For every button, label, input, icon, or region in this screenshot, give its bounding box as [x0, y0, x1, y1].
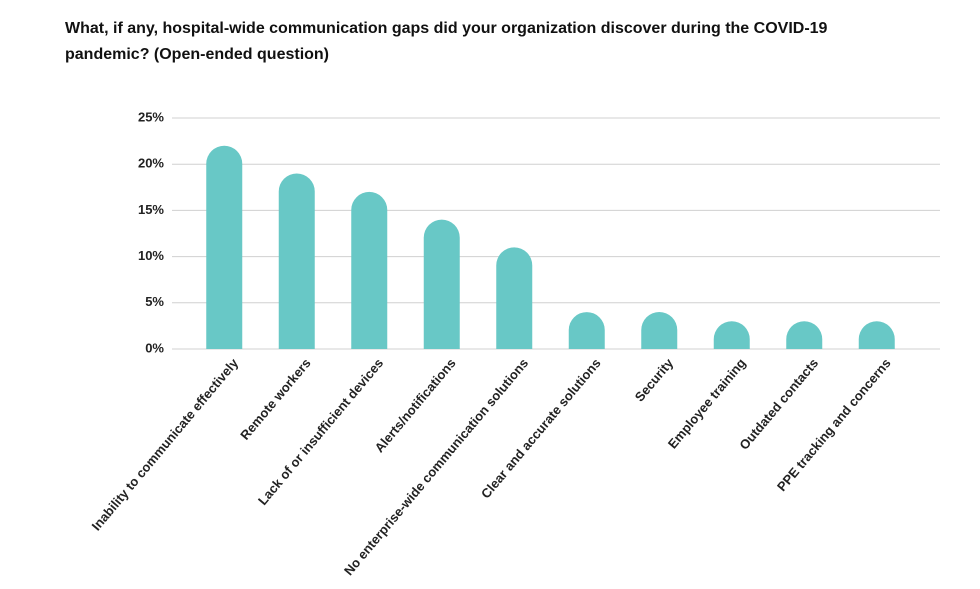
- y-tick-label: 15%: [138, 202, 164, 217]
- x-tick-label: Remote workers: [237, 355, 314, 442]
- bar: [641, 312, 678, 349]
- x-tick-label: Alerts/notifications: [372, 355, 459, 455]
- x-tick-label: Security: [632, 355, 677, 405]
- x-tick-label: Inability to communicate effectively: [89, 355, 242, 533]
- x-tick-label: Employee training: [665, 355, 749, 451]
- y-tick-label: 0%: [145, 340, 164, 355]
- bar: [423, 219, 460, 349]
- bar: [786, 321, 823, 349]
- y-tick-label: 10%: [138, 248, 164, 263]
- y-tick-label: 25%: [138, 109, 164, 124]
- y-tick-label: 5%: [145, 294, 164, 309]
- bar: [351, 191, 388, 349]
- bar: [206, 145, 243, 349]
- bar: [713, 321, 750, 349]
- x-tick-label: Lack of or insufficient devices: [255, 355, 386, 507]
- bar: [858, 321, 895, 349]
- bar: [278, 173, 315, 349]
- x-tick-label: Outdated contacts: [736, 355, 821, 452]
- chart-title: What, if any, hospital-wide communicatio…: [65, 20, 828, 63]
- y-tick-label: 20%: [138, 156, 164, 171]
- bar: [568, 312, 605, 349]
- bar: [496, 247, 533, 349]
- x-tick-label: Clear and accurate solutions: [478, 355, 604, 501]
